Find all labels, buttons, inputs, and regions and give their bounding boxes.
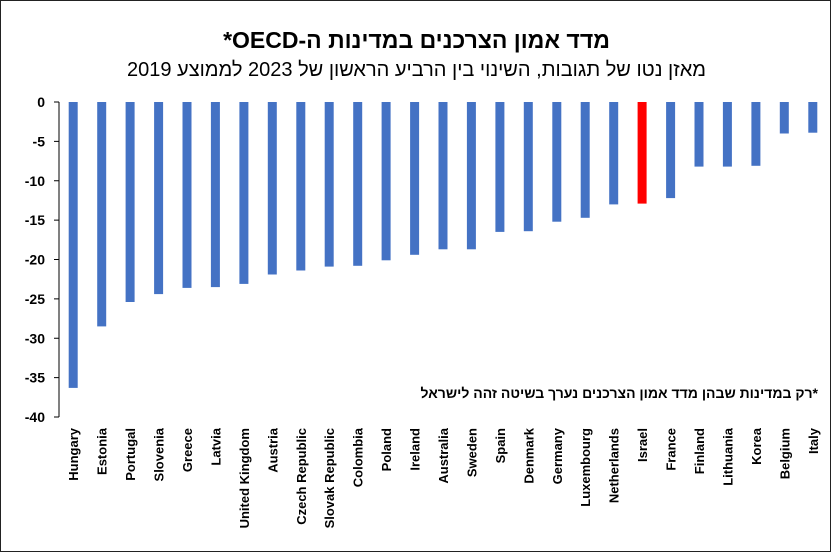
bar-austria (267, 102, 277, 275)
chart-subtitle: מאזן נטו של תגובות, השינוי בין הרביע הרא… (127, 59, 706, 81)
x-tick-label: Estonia (95, 427, 110, 475)
x-tick-label: Latvia (208, 427, 223, 465)
bar-korea (751, 102, 761, 166)
y-tick-label: 0 (37, 94, 45, 110)
bar-hungary (68, 102, 78, 388)
bar-australia (438, 102, 448, 250)
bar-latvia (210, 102, 220, 288)
bars (68, 102, 818, 388)
x-tick-label: Italy (806, 427, 821, 454)
bar-ireland (410, 102, 420, 255)
bar-belgium (779, 102, 789, 134)
x-tick-label: Slovenia (152, 427, 167, 481)
x-tick-label: Belgium (777, 428, 792, 479)
bar-israel (637, 102, 647, 204)
x-tick-labels: Hungary Estonia Portugal Slovenia Greece Latv… (66, 427, 821, 528)
bar-united-kingdom (239, 102, 249, 284)
bar-slovak-republic (324, 102, 334, 267)
chart-footnote: *רק במדינות שבהן מדד אמון הצרכנים נערך ב… (420, 385, 818, 401)
bar-slovenia (154, 102, 164, 295)
x-tick-label: Israel (635, 428, 650, 462)
chart-title: מדד אמון הצרכנים במדינות ה-OECD* (223, 27, 610, 53)
x-tick-label: Slovak Republic (322, 428, 337, 528)
y-tick-label: -30 (25, 330, 45, 346)
bar-lithuania (722, 102, 732, 167)
bar-netherlands (609, 102, 619, 205)
x-tick-label: Ireland (408, 428, 423, 471)
bar-france (666, 102, 676, 199)
bar-czech-republic (296, 102, 306, 271)
x-tick-label: Luxembourg (578, 428, 593, 507)
bar-poland (381, 102, 391, 261)
x-tick-label: Hungary (66, 427, 81, 481)
x-tick-label: United Kingdom (237, 428, 252, 528)
x-tick-label: Greece (180, 428, 195, 472)
axes: 0 -5 -10 -15 -20 -25 -30 -35 -40 (25, 94, 60, 425)
x-tick-label: Lithuania (720, 427, 735, 486)
x-tick-label: Germany (550, 427, 565, 484)
bar-estonia (97, 102, 107, 327)
x-tick-label: Colombia (351, 427, 366, 487)
bar-germany (552, 102, 562, 222)
x-tick-label: Sweden (464, 428, 479, 477)
bar-greece (182, 102, 192, 288)
x-tick-label: Austria (265, 427, 280, 473)
x-tick-label: Poland (379, 428, 394, 471)
y-tick-label: -10 (25, 173, 45, 189)
bar-colombia (353, 102, 363, 266)
x-tick-label: Spain (493, 428, 508, 463)
y-tick-label: -15 (25, 212, 45, 228)
x-tick-label: France (664, 428, 679, 471)
x-tick-label: Denmark (521, 427, 536, 483)
x-tick-label: Portugal (123, 428, 138, 481)
y-tick-label: -40 (25, 409, 45, 425)
bar-italy (808, 102, 818, 133)
x-tick-label: Finland (692, 428, 707, 474)
y-tick-label: -35 (25, 370, 45, 386)
y-tick-label: -5 (33, 133, 46, 149)
bar-denmark (523, 102, 533, 232)
x-tick-label: Netherlands (607, 428, 622, 503)
bar-spain (495, 102, 505, 232)
bar-sweden (466, 102, 476, 250)
x-tick-label: Australia (436, 427, 451, 483)
y-tick-label: -25 (25, 291, 45, 307)
y-tick-label: -20 (25, 252, 45, 268)
x-tick-label: Korea (749, 427, 764, 465)
x-tick-label: Czech Republic (294, 428, 309, 525)
bar-portugal (125, 102, 135, 302)
bar-luxembourg (580, 102, 590, 218)
bar-finland (694, 102, 704, 167)
